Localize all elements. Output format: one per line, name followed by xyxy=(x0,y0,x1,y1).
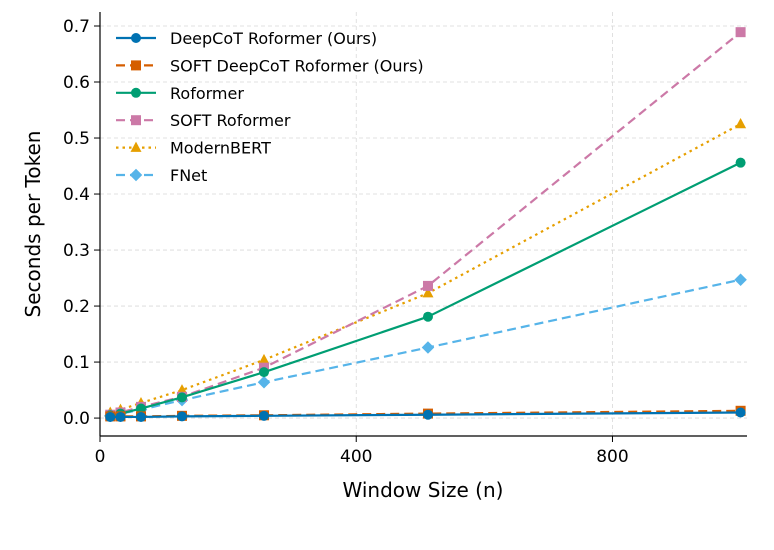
x-tick-label: 400 xyxy=(340,447,372,467)
data-point xyxy=(258,410,269,421)
y-tick-label: 0.7 xyxy=(63,17,90,37)
legend-item: SOFT Roformer xyxy=(116,111,291,130)
data-point xyxy=(105,411,116,422)
y-tick-label: 0.6 xyxy=(63,73,90,93)
y-tick-label: 0.1 xyxy=(63,353,90,373)
legend-label: DeepCoT Roformer (Ours) xyxy=(170,29,377,48)
legend-label: SOFT Roformer xyxy=(170,111,291,130)
data-point xyxy=(734,273,747,286)
data-point xyxy=(422,287,434,298)
y-tick-label: 0.3 xyxy=(63,241,90,261)
data-point xyxy=(115,411,126,422)
legend-item: SOFT DeepCoT Roformer (Ours) xyxy=(116,56,424,75)
data-point xyxy=(258,353,270,365)
x-tick-label: 0 xyxy=(95,447,106,467)
ticks: 0.0 0.1 0.2 0.3 0.4 0.5 0.6 0.7 0 400 800 xyxy=(63,17,629,467)
legend: DeepCoT Roformer (Ours) SOFT DeepCoT Rofo… xyxy=(116,29,424,185)
x-axis-title: Window Size (n) xyxy=(343,478,504,502)
legend-item: FNet xyxy=(116,166,207,185)
legend-item: Roformer xyxy=(116,84,244,103)
y-tick-label: 0.4 xyxy=(63,185,90,205)
legend-item: ModernBERT xyxy=(116,139,271,158)
legend-label: SOFT DeepCoT Roformer (Ours) xyxy=(170,56,424,75)
grid-lines xyxy=(99,12,747,436)
y-tick-label: 0.0 xyxy=(63,409,90,429)
legend-label: Roformer xyxy=(170,84,244,103)
data-point xyxy=(176,384,188,395)
legend-marker xyxy=(129,168,143,182)
y-tick-label: 0.5 xyxy=(63,129,90,149)
legend-marker xyxy=(131,115,141,126)
data-point xyxy=(735,407,746,418)
data-point xyxy=(135,411,146,422)
legend-label: FNet xyxy=(170,166,207,185)
data-point xyxy=(735,157,746,168)
data-point xyxy=(735,27,746,38)
series-layer xyxy=(103,27,747,423)
series-0 xyxy=(105,407,746,422)
data-point xyxy=(422,409,433,420)
legend-marker xyxy=(130,141,142,152)
data-point xyxy=(176,411,187,422)
legend-marker xyxy=(131,60,141,71)
data-point xyxy=(257,375,271,389)
data-point xyxy=(422,311,433,322)
axes xyxy=(99,12,747,437)
legend-item: DeepCoT Roformer (Ours) xyxy=(116,29,377,48)
data-point xyxy=(421,341,435,354)
data-point xyxy=(422,280,433,291)
data-point xyxy=(735,118,747,129)
legend-marker xyxy=(131,33,141,43)
x-tick-label: 800 xyxy=(596,447,628,467)
data-point xyxy=(135,403,146,414)
data-point xyxy=(258,367,269,378)
y-tick-label: 0.2 xyxy=(63,297,90,317)
legend-marker xyxy=(131,87,141,98)
data-point xyxy=(176,392,187,403)
series-4 xyxy=(104,118,747,417)
legend-label: ModernBERT xyxy=(170,139,271,158)
y-axis-title: Seconds per Token xyxy=(21,131,45,318)
